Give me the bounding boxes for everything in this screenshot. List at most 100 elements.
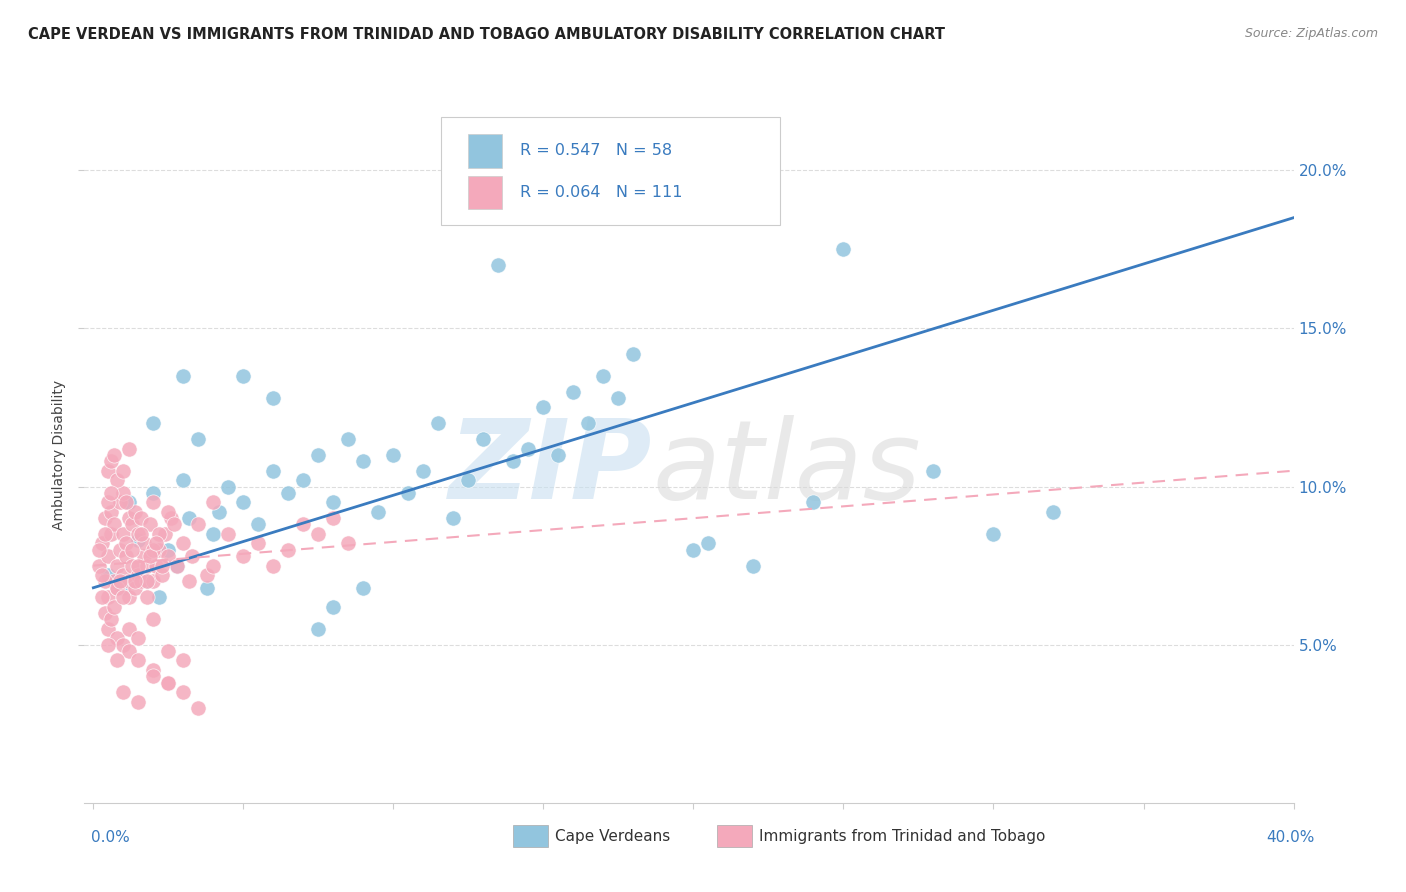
Point [97,638,120,652]
Text: Immigrants from Trinidad and Tobago: Immigrants from Trinidad and Tobago [759,830,1046,844]
Point [110,574,132,589]
Point [697,536,720,550]
Point [322,599,344,614]
Point [91,536,114,550]
Point [94,606,117,620]
Point [91,591,114,605]
Point [100,527,122,541]
Point [105,581,128,595]
Point [142,612,165,626]
Point [367,505,389,519]
Point [163,517,186,532]
Point [292,473,315,487]
Point [134,549,156,563]
Point [89,542,111,557]
Point [262,464,284,478]
Point [112,591,135,605]
Point [232,495,254,509]
Point [412,464,434,478]
Point [262,391,284,405]
Point [142,669,165,683]
Point [187,432,209,446]
Point [155,527,177,541]
Point [131,527,153,541]
Point [202,558,225,573]
Point [202,527,225,541]
Point [103,517,125,532]
Point [110,495,132,509]
Point [157,505,180,519]
Point [247,517,270,532]
Point [97,495,120,509]
Point [247,536,270,550]
Point [127,695,149,709]
Point [97,622,120,636]
Point [118,644,141,658]
Point [172,536,194,550]
Point [262,558,284,573]
Point [145,558,167,573]
Point [195,568,218,582]
Point [832,243,855,257]
Point [94,527,117,541]
Point [607,391,630,405]
Point [150,558,173,573]
Point [105,632,128,646]
Point [100,454,122,468]
Point [157,675,180,690]
Point [337,536,360,550]
Point [352,581,374,595]
Point [172,685,194,699]
Point [148,527,170,541]
Point [179,511,201,525]
Point [742,558,765,573]
Point [172,368,194,383]
Point [115,495,138,509]
Point [337,432,360,446]
Point [157,549,180,563]
Point [292,517,315,532]
Point [105,653,128,667]
Point [115,549,138,563]
Point [277,542,299,557]
Point [502,454,524,468]
Point [127,632,149,646]
Point [131,574,153,589]
Point [136,574,159,589]
Point [127,527,149,541]
Point [118,495,141,509]
Point [112,568,135,582]
Point [136,558,159,573]
Point [160,511,183,525]
Point [1042,505,1064,519]
Point [139,517,162,532]
Point [396,486,419,500]
Text: R = 0.064   N = 111: R = 0.064 N = 111 [520,186,682,200]
Point [97,549,120,563]
Point [803,495,825,509]
Point [94,511,117,525]
Point [578,417,600,431]
Point [517,442,540,456]
Point [562,384,585,399]
Point [118,622,141,636]
Point [217,479,239,493]
Point [682,542,704,557]
Text: ZIP: ZIP [449,416,652,523]
Point [172,473,194,487]
Text: 40.0%: 40.0% [1267,830,1315,845]
Point [486,258,509,272]
Point [142,542,165,557]
Bar [468,176,502,210]
Point [232,368,254,383]
Point [382,448,405,462]
Point [172,653,194,667]
Point [148,591,170,605]
Point [105,581,128,595]
Point [89,558,111,573]
Point [592,368,614,383]
Point [112,486,135,500]
Point [232,549,254,563]
Point [124,581,146,595]
Point [142,417,165,431]
